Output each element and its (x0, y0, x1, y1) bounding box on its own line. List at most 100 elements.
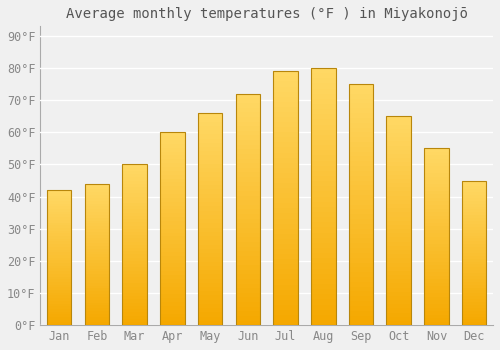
Bar (348, 253, 374, 258)
Bar (274, 71, 298, 325)
Bar (386, 196, 411, 200)
Bar (160, 175, 184, 178)
Bar (160, 167, 184, 171)
Bar (198, 317, 222, 321)
Bar (311, 243, 336, 248)
Bar (274, 239, 298, 244)
Bar (84, 246, 109, 249)
Bar (274, 234, 298, 239)
Bar (236, 126, 260, 131)
Bar (198, 287, 222, 291)
Bar (84, 291, 109, 294)
Bar (122, 284, 147, 287)
Bar (386, 229, 411, 233)
Bar (348, 89, 374, 94)
Bar (462, 247, 486, 250)
Bar (84, 272, 109, 274)
Bar (462, 259, 486, 261)
Bar (386, 217, 411, 221)
Bar (47, 241, 72, 244)
Bar (274, 188, 298, 193)
Bar (47, 282, 72, 285)
Bar (386, 170, 411, 175)
Bar (462, 302, 486, 305)
Bar (348, 94, 374, 99)
Bar (160, 182, 184, 186)
Bar (198, 164, 222, 168)
Bar (386, 221, 411, 225)
Bar (424, 219, 448, 223)
Bar (386, 208, 411, 212)
Bar (198, 206, 222, 211)
Bar (462, 270, 486, 273)
Bar (311, 109, 336, 114)
Bar (122, 293, 147, 296)
Bar (311, 130, 336, 135)
Bar (311, 140, 336, 145)
Bar (386, 129, 411, 133)
Bar (198, 266, 222, 270)
Bar (462, 276, 486, 279)
Bar (160, 252, 184, 256)
Bar (236, 94, 260, 325)
Bar (160, 163, 184, 167)
Bar (274, 300, 298, 305)
Bar (311, 186, 336, 191)
Bar (160, 271, 184, 275)
Bar (311, 155, 336, 161)
Bar (160, 210, 184, 214)
Bar (311, 73, 336, 78)
Bar (386, 250, 411, 254)
Bar (386, 321, 411, 325)
Bar (462, 224, 486, 227)
Bar (236, 103, 260, 108)
Bar (198, 130, 222, 134)
Bar (84, 252, 109, 254)
Bar (198, 121, 222, 126)
Bar (274, 132, 298, 137)
Bar (424, 300, 448, 304)
Bar (122, 177, 147, 181)
Bar (424, 223, 448, 226)
Bar (311, 125, 336, 130)
Bar (348, 272, 374, 277)
Bar (198, 151, 222, 155)
Bar (311, 264, 336, 269)
Bar (84, 254, 109, 257)
Bar (462, 181, 486, 183)
Bar (236, 145, 260, 149)
Bar (198, 228, 222, 232)
Bar (311, 294, 336, 300)
Bar (198, 249, 222, 253)
Bar (274, 310, 298, 315)
Bar (462, 244, 486, 247)
Bar (47, 198, 72, 201)
Bar (236, 121, 260, 126)
Bar (311, 233, 336, 238)
Bar (462, 265, 486, 267)
Bar (274, 107, 298, 112)
Bar (160, 217, 184, 221)
Bar (274, 102, 298, 107)
Bar (236, 200, 260, 205)
Bar (236, 168, 260, 173)
Bar (424, 180, 448, 184)
Bar (47, 201, 72, 204)
Bar (198, 134, 222, 139)
Bar (160, 194, 184, 198)
Bar (160, 290, 184, 294)
Bar (160, 178, 184, 182)
Bar (198, 155, 222, 160)
Bar (386, 146, 411, 150)
Bar (47, 312, 72, 314)
Bar (424, 251, 448, 254)
Bar (462, 221, 486, 224)
Bar (122, 312, 147, 316)
Bar (236, 196, 260, 200)
Bar (160, 198, 184, 202)
Bar (236, 191, 260, 196)
Bar (84, 300, 109, 302)
Bar (160, 275, 184, 279)
Bar (236, 242, 260, 246)
Bar (160, 132, 184, 136)
